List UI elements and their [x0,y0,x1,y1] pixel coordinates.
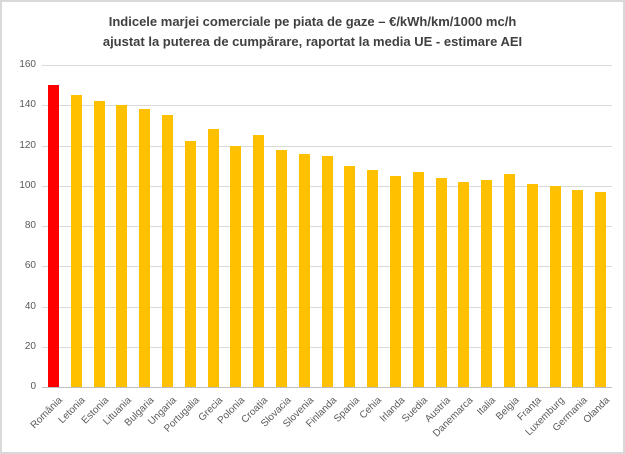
chart-title-line2: ajustat la puterea de cumpărare, raporta… [102,34,523,49]
bar-slovenia [298,153,310,387]
bar-lituania [116,105,128,387]
bar-bulgaria [139,109,151,387]
y-tick-label-60: 60 [24,260,36,272]
x-axis-line [42,387,612,388]
gridline-120 [42,145,612,147]
gridline-140 [42,105,612,107]
y-tick-label-20: 20 [24,340,36,352]
y-tick-label-140: 140 [19,99,36,111]
x-label-text: Belgia [493,395,522,423]
gridline-160 [42,65,612,66]
bar-germania [572,189,584,387]
y-tick-label-120: 120 [19,139,36,151]
bar-letonia [70,95,82,387]
bar-ungaria [161,115,173,387]
y-tick-label-80: 80 [24,220,36,231]
bar-belgia [503,173,515,387]
x-label-text: România [29,395,66,432]
y-tick-label-40: 40 [24,300,36,312]
bar-italia [481,179,493,387]
bar-polonia [230,145,242,387]
bar-grecia [207,129,219,387]
bar-luxemburg [549,185,561,387]
bar-spania [344,165,356,387]
bar-suedia [412,171,424,387]
bar-cehia [367,169,379,387]
y-tick-label-100: 100 [19,179,36,191]
bar-romania [47,85,59,387]
bar-croatia [253,135,265,387]
chart-title: Indicele marjei comerciale pe piata de g… [2,12,623,52]
bar-finlanda [321,155,333,387]
bar-danemarca [458,181,470,387]
y-tick-label-0: 0 [30,381,36,392]
chart-title-line1: Indicele marjei comerciale pe piata de g… [108,14,517,29]
bar-irlanda [389,175,401,387]
bar-portugalia [184,141,196,387]
bar-austria [435,177,447,387]
bar-slovacia [275,149,287,387]
bar-estonia [93,101,105,387]
plot-area [42,65,612,388]
bar-franta [526,183,538,387]
y-tick-label-160: 160 [19,59,36,70]
bar-olanda [595,191,607,387]
